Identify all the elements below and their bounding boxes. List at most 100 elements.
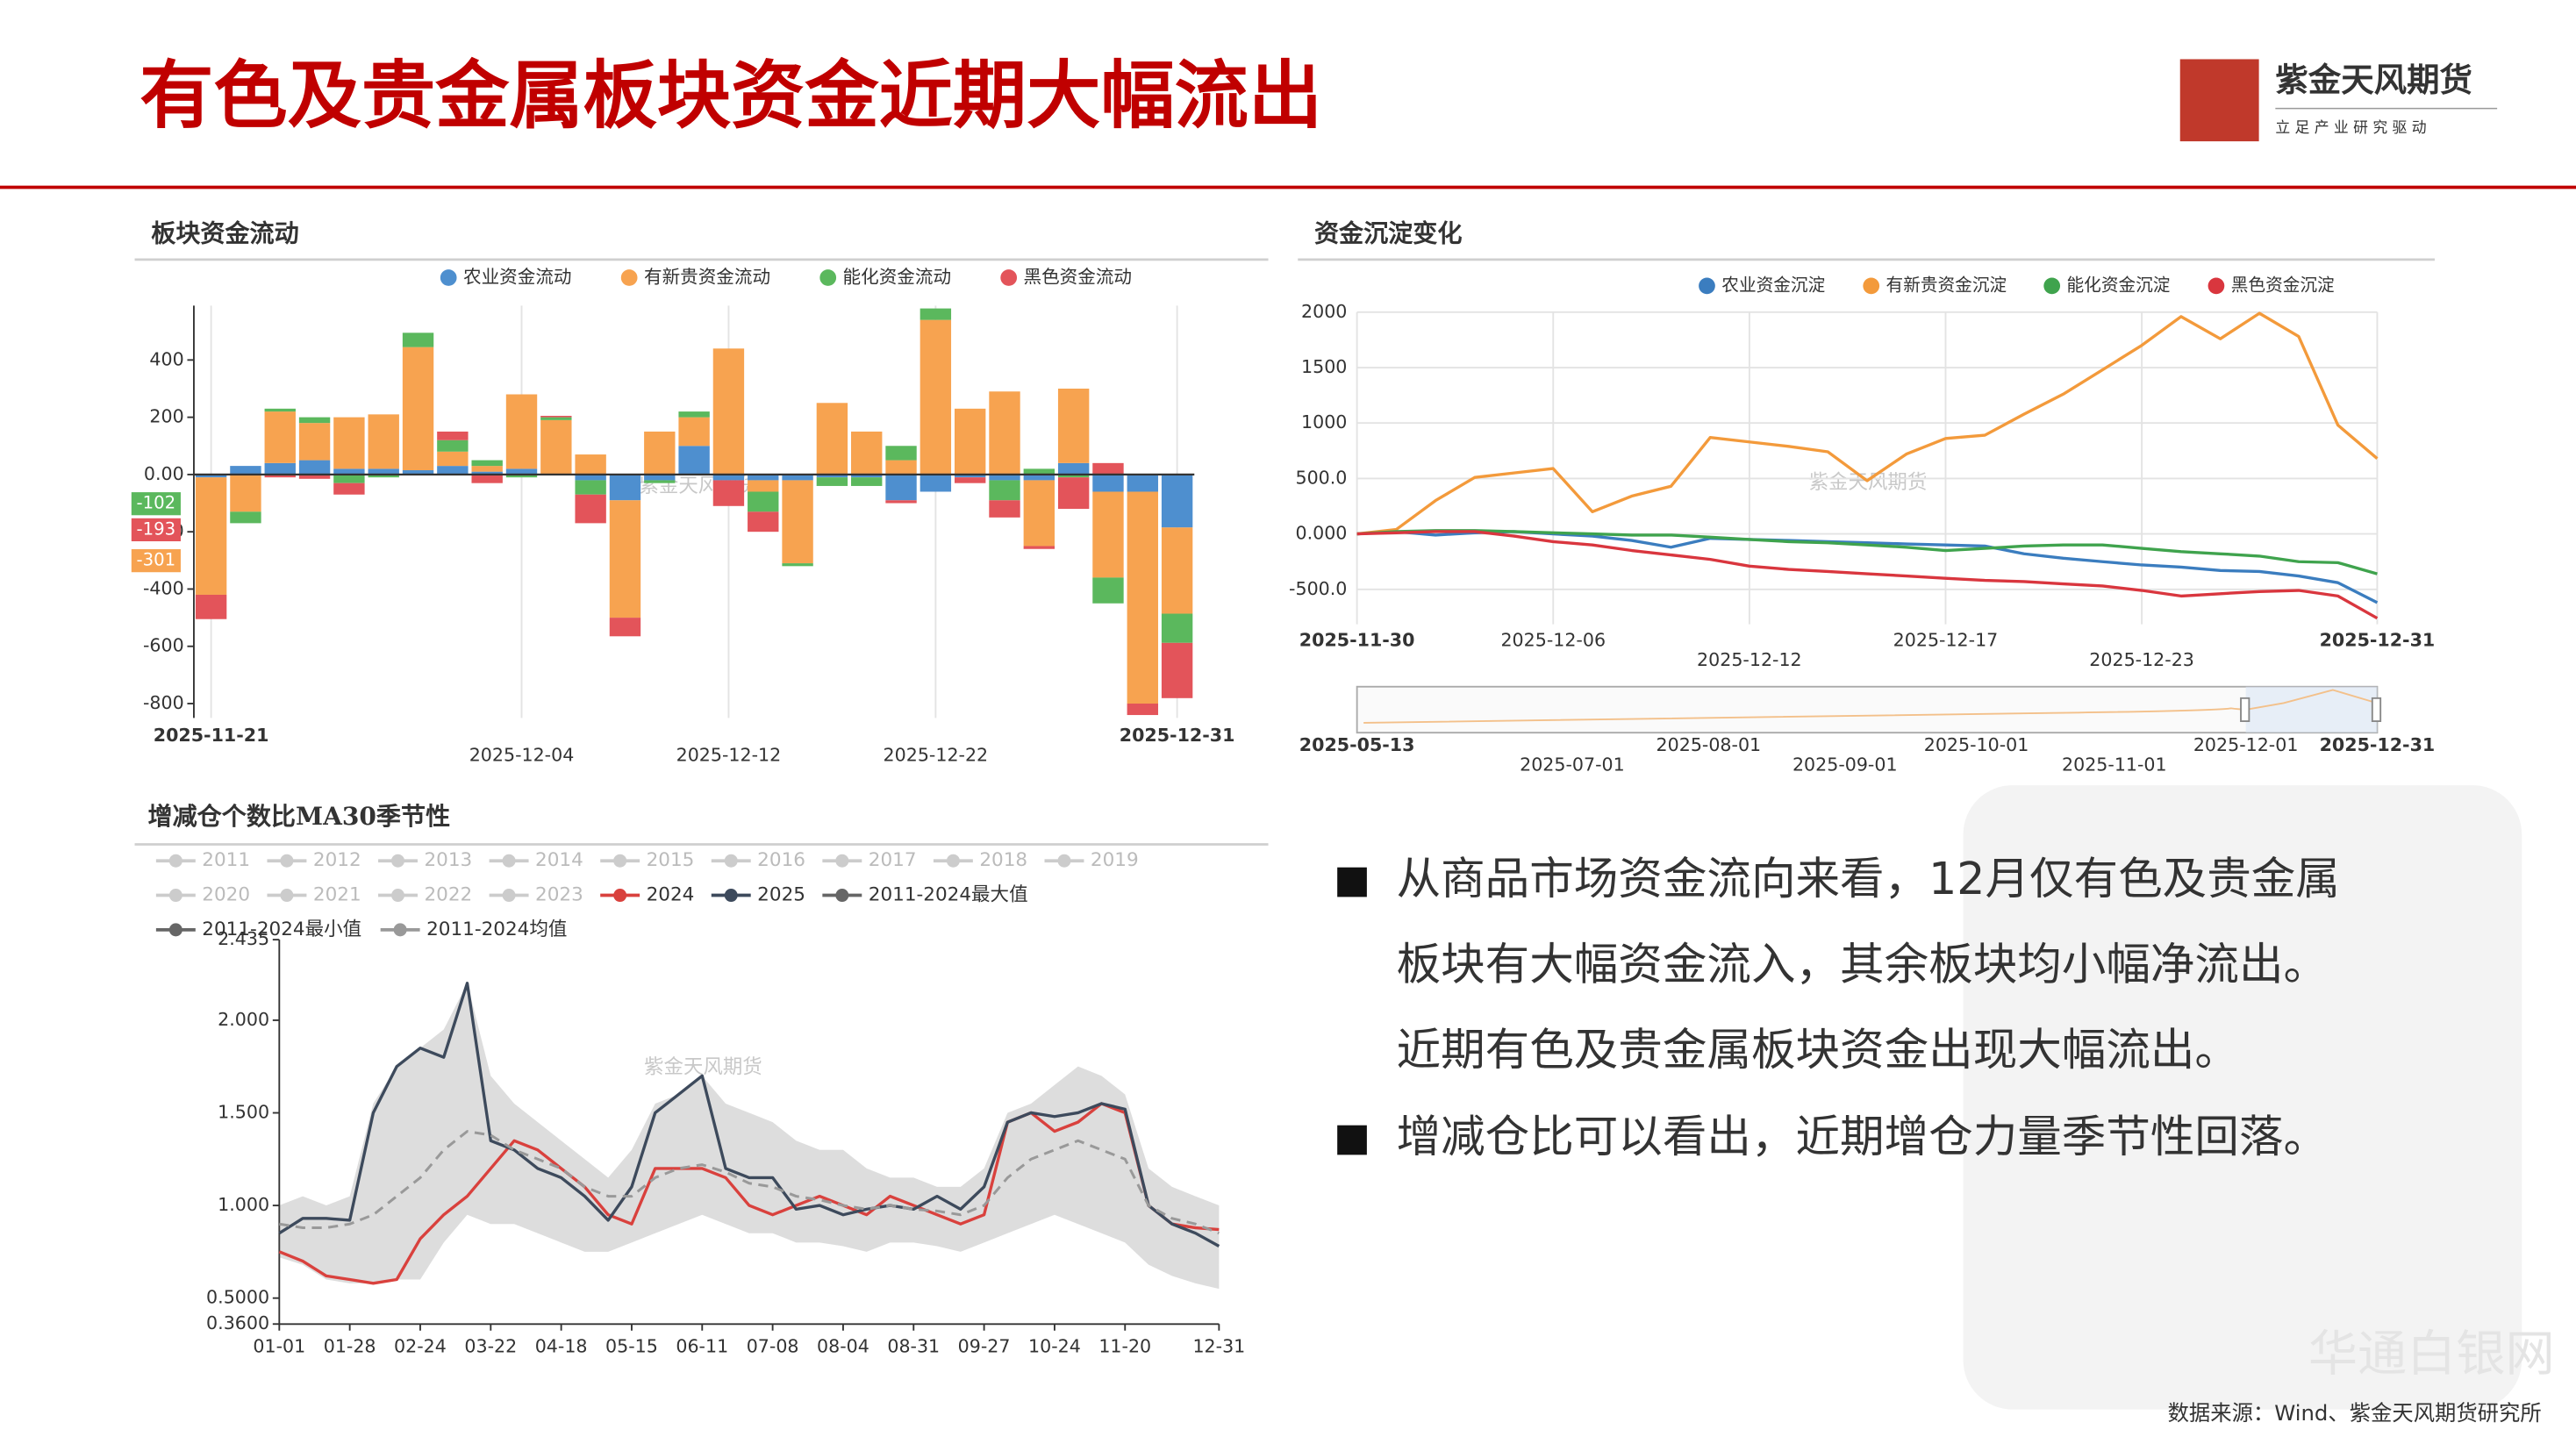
bar: [851, 477, 883, 486]
x-tick-label: 10-24: [1028, 1335, 1081, 1356]
legend-label: 2013: [424, 849, 472, 871]
bar: [1023, 480, 1055, 547]
y-tick-label: -600: [143, 635, 184, 656]
y-tick-label: 200: [149, 406, 183, 427]
bar: [540, 415, 572, 418]
bar: [505, 468, 538, 475]
legend-label: 有新贵资金沉淀: [1886, 275, 2007, 295]
bar: [505, 394, 538, 469]
bar: [1161, 642, 1193, 698]
legend-label: 黑色资金沉淀: [2231, 275, 2335, 295]
bar: [195, 477, 227, 595]
series-line: [278, 1102, 1220, 1285]
slide-title: 有色及贵金属板块资金近期大幅流出: [140, 52, 1322, 139]
bar: [954, 408, 986, 475]
bar: [471, 471, 503, 475]
legend-swatch: [1863, 277, 1880, 295]
legend-label: 2025: [757, 884, 805, 906]
bar: [298, 474, 331, 479]
bar: [1057, 388, 1090, 463]
zoom-label: 2025-12-01: [2193, 734, 2299, 755]
value-label-box: [131, 492, 181, 516]
y-tick-label: -400: [143, 577, 184, 598]
zoom-label: 2025-08-01: [1657, 734, 1762, 755]
bar: [540, 417, 572, 420]
logo-seal: [2179, 59, 2259, 142]
legend-label: 2011: [202, 849, 250, 871]
legend-swatch: [724, 889, 738, 903]
series-line: [1356, 311, 2379, 536]
bar: [609, 500, 641, 618]
zoom-label: 2025-10-01: [1924, 734, 2029, 755]
bar: [264, 408, 296, 412]
bar: [575, 494, 606, 524]
bar: [368, 414, 399, 469]
bar: [919, 308, 952, 320]
bar: [712, 348, 745, 475]
legend-swatch: [168, 889, 182, 903]
site-watermark: 华通白银网: [2308, 1326, 2555, 1383]
bar: [1127, 474, 1158, 492]
legend-swatch: [391, 889, 404, 903]
legend-label: 黑色资金流动: [1024, 267, 1132, 288]
legend-swatch: [393, 923, 407, 937]
x-tick-label: 07-08: [747, 1335, 799, 1356]
legend-label: 农业资金沉淀: [1721, 275, 1825, 295]
bar: [437, 440, 469, 452]
chart-title: 增减仓个数比MA30季节性: [148, 802, 451, 831]
zoom-window: [2245, 686, 2378, 733]
bar: [1092, 462, 1124, 475]
bar: [885, 446, 917, 461]
bar: [644, 474, 676, 481]
value-label: -193: [137, 518, 176, 539]
bar: [989, 480, 1020, 501]
x-tick-label: 2025-12-12: [676, 744, 782, 765]
bar: [437, 431, 469, 440]
bar: [678, 417, 710, 447]
bar: [264, 462, 296, 475]
bar: [575, 480, 606, 495]
x-tick-label: 2025-12-31: [2320, 629, 2436, 650]
bar: [505, 474, 538, 478]
bar: [471, 466, 503, 472]
legend-label: 2024: [647, 884, 695, 906]
chart-title: 资金沉淀变化: [1314, 218, 1462, 247]
bar: [195, 594, 227, 619]
bar: [782, 563, 813, 567]
x-tick-label: 08-31: [887, 1335, 940, 1356]
legend-label: 农业资金流动: [463, 267, 571, 288]
bullet-text: 从商品市场资金流向来看，12月仅有色及贵金属: [1397, 853, 2340, 904]
bar: [678, 446, 710, 475]
zoom-handle: [2240, 697, 2250, 722]
bullet-text: 板块有大幅资金流入，其余板块均小幅净流出。: [1397, 938, 2329, 990]
x-tick-label: 03-22: [464, 1335, 517, 1356]
legend-label: 2012: [313, 849, 361, 871]
legend-swatch: [280, 854, 294, 868]
bar: [1023, 546, 1055, 549]
bar: [298, 460, 331, 475]
bar: [368, 468, 399, 475]
x-tick-label: 02-24: [394, 1335, 447, 1356]
bar: [1057, 474, 1090, 478]
x-tick-label: 05-15: [605, 1335, 658, 1356]
bar: [954, 477, 986, 483]
x-tick-label: 2025-12-06: [1500, 629, 1606, 650]
legend-label: 2019: [1091, 849, 1139, 871]
bar: [402, 347, 434, 471]
bar: [333, 468, 365, 475]
legend-swatch: [2043, 277, 2061, 295]
zoom-label: 2025-11-01: [2062, 754, 2167, 776]
bar: [1127, 704, 1158, 716]
zoom-label: 2025-09-01: [1792, 754, 1898, 776]
bar: [989, 500, 1020, 518]
bar: [575, 454, 606, 475]
bar: [540, 419, 572, 475]
y-tick-label: 0.00: [144, 463, 184, 484]
series-line: [1356, 530, 2379, 620]
bar: [712, 474, 745, 481]
bar: [437, 466, 469, 475]
bar: [851, 431, 883, 475]
x-tick-label: 2025-12-17: [1893, 629, 1999, 650]
x-tick-label: 11-20: [1098, 1335, 1151, 1356]
legend-swatch: [1057, 854, 1071, 868]
